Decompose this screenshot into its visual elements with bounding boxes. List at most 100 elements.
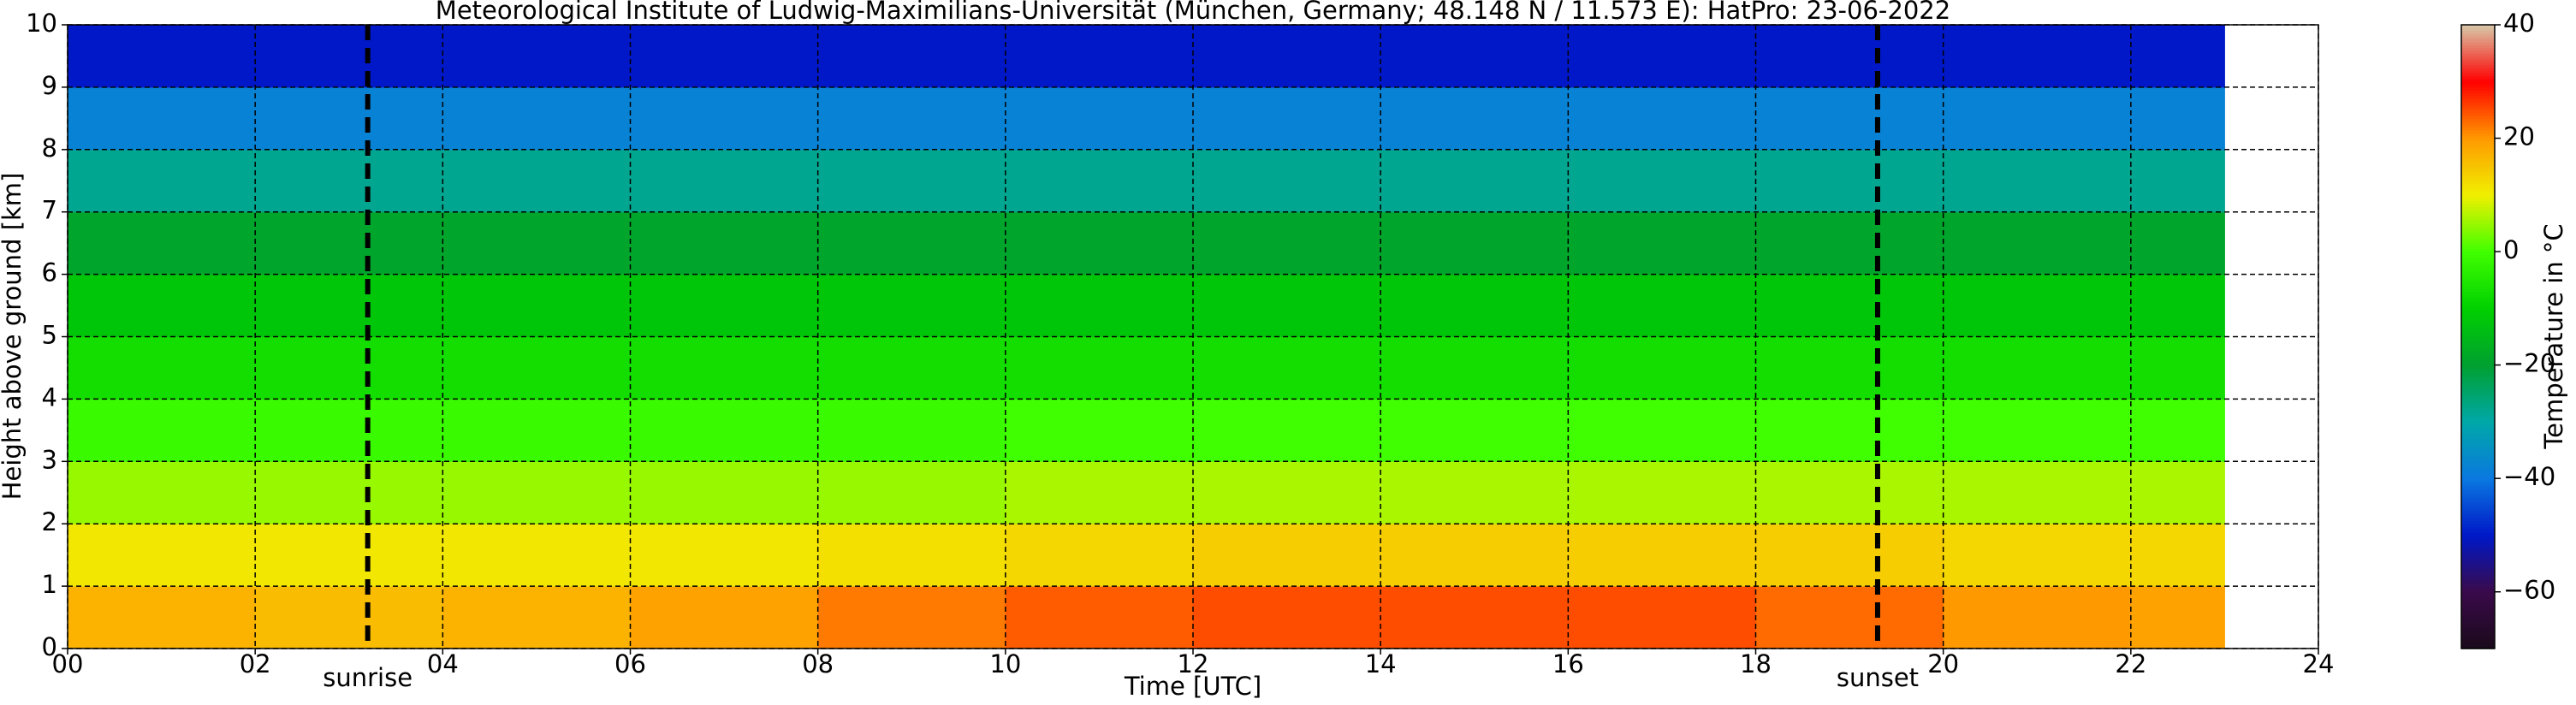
heat-cell — [2130, 211, 2225, 275]
y-tick-label: 9 — [42, 71, 57, 100]
colorbar-segment — [2461, 56, 2495, 60]
heat-cell — [1755, 336, 1944, 400]
colorbar-segment — [2461, 362, 2495, 366]
colorbar-segment — [2461, 257, 2495, 261]
heat-cell — [255, 211, 443, 275]
colorbar-segment — [2461, 206, 2495, 210]
colorbar-segment — [2461, 203, 2495, 207]
x-axis-label: Time [UTC] — [1124, 672, 1261, 701]
heat-cell — [1755, 149, 1944, 213]
colorbar-segment — [2461, 619, 2495, 624]
heat-cell — [1005, 274, 1194, 337]
colorbar-segment — [2461, 643, 2495, 647]
colorbar-segment — [2461, 240, 2495, 244]
colorbar-segment — [2461, 586, 2495, 590]
colorbar-segment — [2461, 322, 2495, 326]
colorbar-segment — [2461, 478, 2495, 483]
heat-cell — [630, 524, 819, 587]
colorbar-segment — [2461, 140, 2495, 145]
colorbar-segment — [2461, 345, 2495, 349]
colorbar-segment — [2461, 288, 2495, 293]
heat-cell — [1568, 586, 1756, 649]
colorbar-segment — [2461, 25, 2495, 28]
colorbar-segment — [2461, 39, 2495, 43]
heat-cell — [1943, 336, 2132, 400]
colorbar-segment — [2461, 342, 2495, 347]
y-tick-label: 8 — [42, 133, 57, 163]
x-tick-label: 04 — [427, 649, 459, 678]
colorbar-segment — [2461, 359, 2495, 363]
colorbar-segment — [2461, 356, 2495, 360]
colorbar-segment — [2461, 543, 2495, 548]
colorbar-segment — [2461, 200, 2495, 204]
colorbar-segment — [2461, 260, 2495, 264]
heat-cell — [255, 25, 443, 88]
colorbar-segment — [2461, 62, 2495, 65]
colorbar-segment — [2461, 146, 2495, 151]
colorbar-segment — [2461, 453, 2495, 457]
x-tick-label: 24 — [2303, 649, 2335, 678]
colorbar-segment — [2461, 36, 2495, 40]
colorbar-segment — [2461, 546, 2495, 550]
heat-cell — [1193, 86, 1381, 151]
colorbar-segment — [2461, 27, 2495, 32]
heat-cell — [1380, 336, 1569, 400]
heat-cell — [255, 86, 443, 151]
heat-cell — [1943, 586, 2132, 649]
heat-cell — [442, 524, 631, 587]
colorbar-segment — [2461, 226, 2495, 230]
heat-cell — [255, 586, 443, 649]
heat-cell — [442, 86, 631, 151]
colorbar-segment — [2461, 487, 2495, 491]
colorbar-segment — [2461, 597, 2495, 601]
heat-cell — [1005, 86, 1194, 151]
colorbar-segment — [2461, 373, 2495, 377]
colorbar-segment — [2461, 418, 2495, 423]
colorbar-segment — [2461, 305, 2495, 309]
heat-cell — [68, 524, 256, 587]
colorbar-segment — [2461, 424, 2495, 429]
colorbar-segment — [2461, 518, 2495, 522]
heat-cell — [1568, 461, 1756, 524]
y-tick-label: 5 — [42, 321, 57, 350]
heat-cell — [442, 25, 631, 88]
heat-cell — [1193, 211, 1381, 275]
colorbar-segment — [2461, 572, 2495, 576]
colorbar-segment — [2461, 181, 2495, 185]
colorbar-segment — [2461, 291, 2495, 295]
colorbar-segment — [2461, 532, 2495, 536]
heat-cell — [1005, 461, 1194, 524]
colorbar-segment — [2461, 41, 2495, 45]
heat-cell — [1943, 461, 2132, 524]
heat-cell — [1380, 211, 1569, 275]
colorbar-segment — [2461, 464, 2495, 468]
heat-cell — [68, 461, 256, 524]
colorbar-segment — [2461, 399, 2495, 403]
colorbar-segment — [2461, 379, 2495, 383]
colorbar-segment — [2461, 367, 2495, 371]
colorbar-segment — [2461, 483, 2495, 488]
x-tick-label: 22 — [2115, 649, 2146, 678]
heat-cell — [2130, 524, 2225, 587]
colorbar-segment — [2461, 388, 2495, 392]
colorbar-segment — [2461, 541, 2495, 544]
heat-cell — [442, 461, 631, 524]
colorbar-segment — [2461, 407, 2495, 412]
colorbar-segment — [2461, 313, 2495, 317]
heat-cell — [1568, 274, 1756, 337]
colorbar-segment — [2461, 405, 2495, 408]
colorbar-segment — [2461, 123, 2495, 127]
y-tick-label: 0 — [42, 632, 57, 661]
colorbar-segment — [2461, 390, 2495, 394]
colorbar-segment — [2461, 498, 2495, 502]
colorbar-segment — [2461, 121, 2495, 125]
colorbar-segment — [2461, 520, 2495, 524]
colorbar-segment — [2461, 466, 2495, 471]
heat-cell — [1943, 86, 2132, 151]
colorbar-tick-label: 20 — [2503, 122, 2535, 151]
y-tick-label: 6 — [42, 258, 57, 287]
x-tick-label: 00 — [52, 649, 84, 678]
colorbar-tick-label: −60 — [2503, 576, 2555, 605]
heat-cell — [1380, 586, 1569, 649]
